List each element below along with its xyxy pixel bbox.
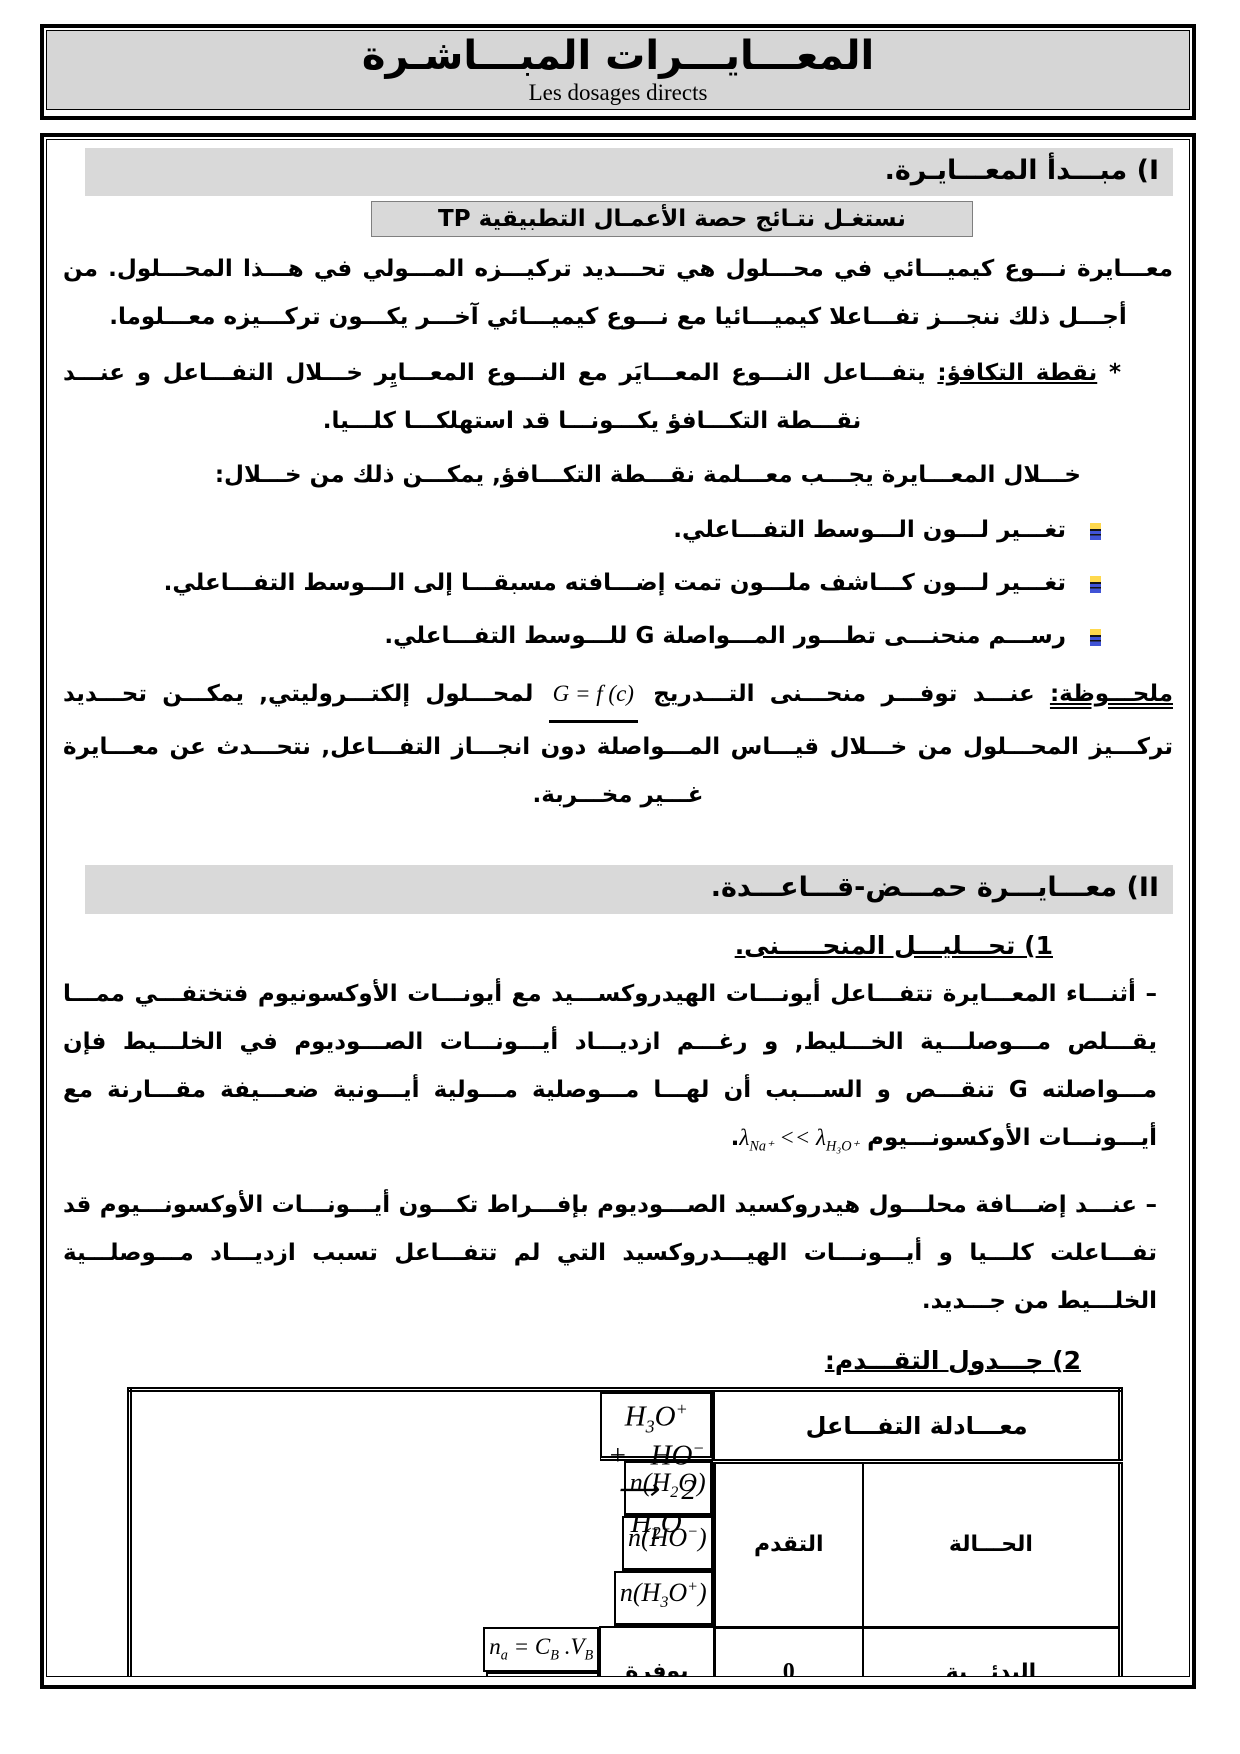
bullet-marker-icon	[1090, 629, 1101, 647]
subsection-progress-table-label: 2) جـــدول التقـــدم:	[824, 1345, 1081, 1375]
calibration-curve-formula: G = f (c)	[548, 670, 638, 724]
bullet-text: رســـم منحنـــى تطـــور المـــواصلة G لل…	[384, 623, 1066, 650]
equation-label-cell: معـــادلة التفـــاعل	[713, 1388, 1122, 1464]
section-2-heading: II) معـــايـــرة حمـــض-قـــاعـــدة.	[85, 865, 1173, 914]
h2o-header-cell: n(H2O)	[623, 1461, 713, 1517]
table-row-initial: البدئـــية 0 بوفرة na = CB .VB ni = CA .…	[130, 1626, 1122, 1676]
h3o-header-cell: n(H3O+)	[613, 1571, 713, 1627]
bullet-item-2: تغـــير لـــون كـــاشف ملـــون تمت إضـــ…	[63, 561, 1173, 605]
main-content-inner: I) مبـــدأ المعـــايـرة. نستغـل نتـائج ح…	[46, 139, 1190, 1677]
table-equation-row: معـــادلة التفـــاعل H3O+ + HO− ⟶ 2 H2O	[130, 1388, 1122, 1543]
h3o-cell: ni = CA .VA	[486, 1671, 600, 1676]
period: .	[730, 1125, 740, 1152]
page-title-french: Les dosages directs	[528, 80, 708, 105]
state-header-cell: الحـــالة	[861, 1460, 1122, 1629]
section-1-heading: I) مبـــدأ المعـــايـرة.	[85, 148, 1173, 197]
ho-cell: na = CB .VB	[483, 1627, 600, 1672]
subsection-curve-analysis-label: 1) تحـــليـــل المنحـــــنى.	[734, 930, 1053, 960]
reaction-equation-cell: H3O+ + HO− ⟶ 2 H2O	[600, 1392, 714, 1543]
table-header-row: الحـــالة التقدم n(H2O) n(HO−) n(H3O+)	[130, 1460, 1122, 1629]
paragraph-equivalence-point: * نقطة التكافؤ: يتفـــاعل النـــوع المعـ…	[63, 349, 1173, 445]
subsection-progress-table: 2) جـــدول التقـــدم:	[63, 1345, 1173, 1378]
title-box-inner: المعـــايـــرات المبـــاشـرة Les dosages…	[46, 30, 1190, 110]
progress-cell: 0	[712, 1626, 864, 1676]
paragraph-definition: معـــايرة نـــوع كيميـــائي في محـــلول …	[63, 256, 1173, 331]
note-text-before: عنـــد توفـــر منحـــنى التـــدريج	[653, 681, 1035, 708]
bullet-list: تغـــير لـــون الـــوسط التفـــاعلي. تغـ…	[63, 508, 1173, 658]
note-label: ملحـــوظة:	[1049, 681, 1173, 708]
bullet-marker-icon	[1090, 576, 1101, 594]
equivalence-point-label: نقطة التكافؤ:	[937, 360, 1098, 387]
note-text-after: لمحـــلول إلكتـــروليتي, يمكـــن تحـــدي…	[63, 681, 1173, 809]
paragraph-curve-analysis-1: – أثنـــاء المعـــايرة تتفـــاعل أيونـــ…	[63, 970, 1173, 1171]
tp-note-box: نستغـل نتـائج حصة الأعمـال التطبيقية TP	[371, 201, 973, 238]
page-title-arabic: المعـــايـــرات المبـــاشـرة	[361, 33, 875, 79]
analysis-text: أثنـــاء المعـــايرة تتفـــاعل أيونـــات…	[63, 981, 1157, 1152]
bullet-text: تغـــير لـــون كـــاشف ملـــون تمت إضـــ…	[163, 570, 1066, 597]
ho-header-cell: n(HO−)	[621, 1516, 713, 1572]
paragraph-note: ملحـــوظة: عنـــد توفـــر منحـــنى التــ…	[63, 670, 1173, 819]
lambda-comparison-formula: λNa⁺ << λH₃O⁺	[739, 1125, 860, 1155]
marking-line: خـــلال المعـــايرة يجـــب معـــلمة نقــ…	[214, 462, 1081, 489]
subsection-curve-analysis: 1) تحـــليـــل المنحـــــنى.	[63, 930, 1173, 963]
bullet-item-3: رســـم منحنـــى تطـــور المـــواصلة G لل…	[63, 614, 1173, 658]
bullet-marker-icon	[1090, 523, 1101, 541]
main-content-box: I) مبـــدأ المعـــايـرة. نستغـل نتـائج ح…	[40, 133, 1196, 1689]
title-box: المعـــايـــرات المبـــاشـرة Les dosages…	[40, 24, 1196, 120]
bullet-item-1: تغـــير لـــون الـــوسط التفـــاعلي.	[63, 508, 1173, 552]
analysis-text-2: عنـــد إضـــافة محلـــول هيدروكسيد الصــ…	[63, 1191, 1157, 1314]
bullet-text: تغـــير لـــون الـــوسط التفـــاعلي.	[673, 517, 1066, 544]
asterisk: *	[1108, 360, 1121, 387]
progress-header-cell: التقدم	[712, 1460, 864, 1629]
dash: –	[1145, 1191, 1158, 1218]
state-cell: البدئـــية	[861, 1626, 1122, 1676]
equivalence-point-text: يتفـــاعل النـــوع المعـــايَر مع النـــ…	[63, 360, 926, 435]
dash: –	[1145, 981, 1158, 1008]
h2o-cell: بوفرة	[599, 1626, 716, 1676]
progress-table: معـــادلة التفـــاعل H3O+ + HO− ⟶ 2 H2O …	[127, 1387, 1123, 1676]
paragraph-curve-analysis-2: – عنـــد إضـــافة محلـــول هيدروكسيد الص…	[63, 1181, 1173, 1325]
